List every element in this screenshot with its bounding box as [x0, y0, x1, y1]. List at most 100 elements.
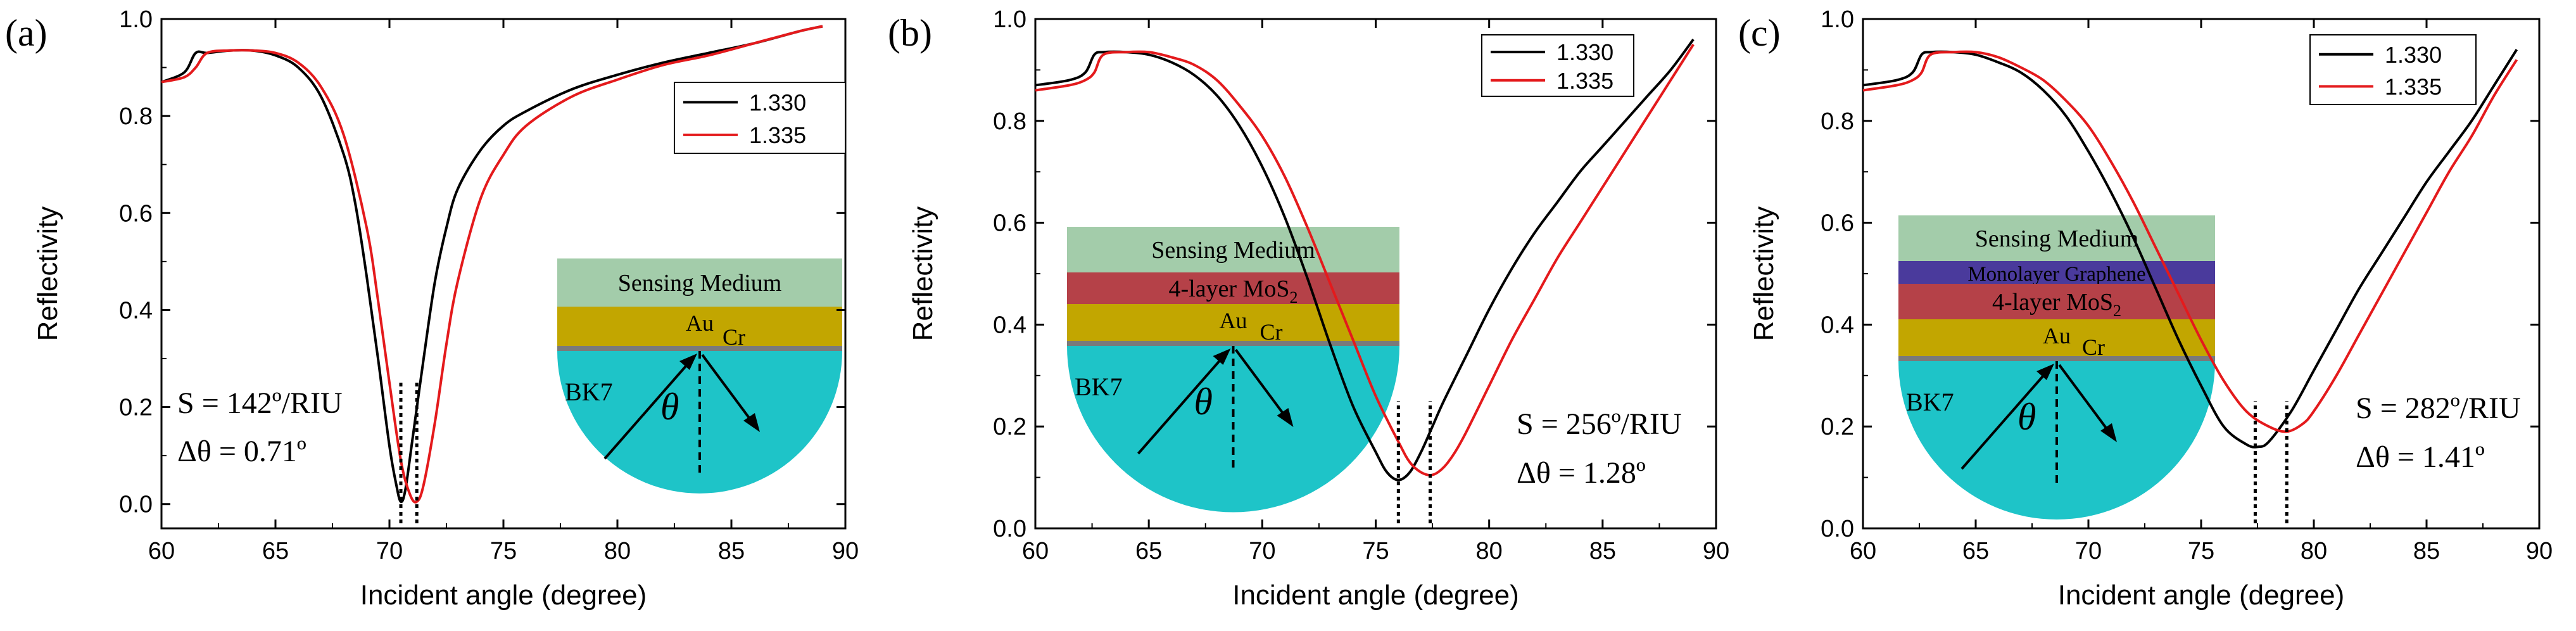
x-axis-label: Incident angle (degree)	[2058, 580, 2345, 611]
panel-label: (b)	[888, 12, 932, 54]
inset-layer	[1067, 304, 1399, 341]
y-axis-label: Reflectivity	[1748, 207, 1779, 341]
y-tick-label: 0.0	[1821, 516, 1854, 542]
reflected-arrowhead	[743, 413, 760, 432]
incident-ray	[1137, 350, 1230, 455]
inset-schematic: Sensing Medium Au Cr BK7 θ	[557, 258, 842, 494]
y-tick-label: 0.0	[993, 516, 1026, 542]
legend: 1.330 1.335	[2309, 34, 2477, 105]
inset-schematic: Sensing Medium Monolayer Graphene 4-layer …	[1898, 215, 2215, 519]
panel-a: Sensing Medium Au Cr BK7 θ 60 65 70 75 80 85 90 Inci…	[5, 6, 859, 611]
sensitivity-annotation: S = 282º/RIU	[2356, 392, 2521, 425]
series-line-0	[1035, 38, 1695, 481]
prism-label: BK7	[565, 378, 613, 406]
x-tick-label: 70	[376, 538, 403, 564]
x-tick-label: 85	[718, 538, 745, 564]
y-tick-label: 0.6	[993, 210, 1026, 237]
series-line-1	[1035, 44, 1695, 476]
y-tick-label: 0.8	[993, 108, 1026, 135]
y-tick-label: 0.8	[119, 103, 153, 130]
y-axis: 0.0 0.2 0.4 0.6 0.8 1.0 Reflectivity	[907, 6, 1716, 542]
legend-box	[2309, 34, 2477, 105]
legend-box	[1481, 34, 1634, 97]
cr-layer	[1898, 356, 2215, 361]
subscript-text: 2	[2113, 302, 2121, 320]
x-axis-label: Incident angle (degree)	[1232, 580, 1519, 611]
x-tick-label: 60	[1850, 538, 1876, 564]
legend-label: 1.330	[2385, 42, 2442, 68]
x-axis: 60 65 70 75 80 85 90 Incident angle (degree)	[1022, 19, 1729, 611]
legend-label: 1.335	[2385, 73, 2442, 99]
x-tick-label: 70	[1249, 538, 1275, 564]
y-tick-label: 0.0	[119, 492, 153, 518]
y-tick-label: 1.0	[993, 6, 1026, 33]
x-tick-label: 80	[2301, 538, 2327, 564]
x-tick-label: 75	[2188, 538, 2214, 564]
y-axis-label: Reflectivity	[32, 207, 63, 341]
incident-arrowhead	[1213, 348, 1231, 365]
y-tick-label: 0.2	[1821, 414, 1854, 440]
theta-label: θ	[2017, 396, 2036, 438]
x-tick-label: 85	[2413, 538, 2440, 564]
inset-layer-label: 4-layer MoS2	[1168, 276, 1297, 307]
inset-layer-label: Au	[686, 310, 714, 336]
series-line-0	[161, 25, 823, 504]
reflected-arrowhead	[2100, 423, 2117, 442]
y-tick-label: 0.4	[119, 297, 153, 324]
sensitivity-annotation: S = 256º/RIU	[1517, 407, 1682, 441]
incident-ray	[1960, 365, 2053, 470]
x-tick-label: 85	[1589, 538, 1616, 564]
x-tick-label: 90	[832, 538, 859, 564]
cr-layer	[557, 346, 842, 351]
inset-layer	[1898, 215, 2215, 261]
inset-layer-label: Sensing Medium	[1975, 226, 2139, 252]
inset-layer-label: Sensing Medium	[618, 270, 782, 296]
x-tick-label: 80	[1476, 538, 1503, 564]
y-tick-label: 0.6	[1821, 210, 1854, 237]
y-axis-label: Reflectivity	[907, 207, 938, 341]
inset-layer-label: Au	[1220, 308, 1247, 333]
series-line-1	[1862, 50, 2518, 433]
legend-label: 1.335	[749, 122, 806, 148]
inset-layer	[1067, 227, 1399, 272]
delta-theta-annotation: Δθ = 1.41º	[2356, 440, 2485, 474]
panel-label: (c)	[1738, 12, 1781, 54]
prism-label: BK7	[1906, 388, 1954, 416]
reflected-ray	[701, 354, 755, 425]
subscript-text: 2	[1290, 288, 1298, 307]
incident-ray	[603, 355, 696, 460]
y-axis: 0.0 0.2 0.4 0.6 0.8 1.0 Reflectivity	[32, 6, 845, 518]
cr-layer	[1067, 341, 1399, 346]
x-tick-label: 75	[490, 538, 517, 564]
y-tick-label: 1.0	[119, 6, 153, 33]
inset-layer	[1898, 261, 2215, 284]
inset-layer	[1067, 272, 1399, 304]
series-line-1	[161, 25, 823, 504]
theta-label: θ	[660, 386, 679, 428]
y-tick-label: 1.0	[1821, 6, 1854, 33]
reflected-arrowhead	[1277, 408, 1294, 427]
prism-label: BK7	[1075, 373, 1123, 401]
legend: 1.330 1.335	[674, 82, 846, 154]
cr-label: Cr	[2082, 335, 2105, 360]
incident-arrowhead	[2036, 364, 2054, 380]
x-tick-label: 90	[1703, 538, 1729, 564]
legend: 1.330 1.335	[1481, 34, 1634, 97]
inset-layer-label: Sensing Medium	[1151, 237, 1315, 264]
inset-layer-label: Au	[2043, 323, 2071, 348]
inset-layer-label: Monolayer Graphene	[1967, 263, 2145, 286]
x-axis-label: Incident angle (degree)	[360, 580, 647, 611]
incident-arrowhead	[679, 354, 697, 370]
y-tick-label: 0.4	[1821, 312, 1854, 338]
legend-label: 1.330	[1556, 39, 1613, 65]
y-axis: 0.0 0.2 0.4 0.6 0.8 1.0 Reflectivity	[1748, 6, 2539, 542]
inset-layer	[557, 307, 842, 346]
legend-label: 1.330	[749, 89, 806, 115]
inset-layer-label: 4-layer MoS2	[1992, 289, 2121, 320]
delta-theta-annotation: Δθ = 1.28º	[1517, 456, 1646, 490]
delta-theta-annotation: Δθ = 0.71º	[177, 435, 306, 468]
x-tick-label: 90	[2526, 538, 2553, 564]
panel-label: (a)	[5, 12, 47, 54]
